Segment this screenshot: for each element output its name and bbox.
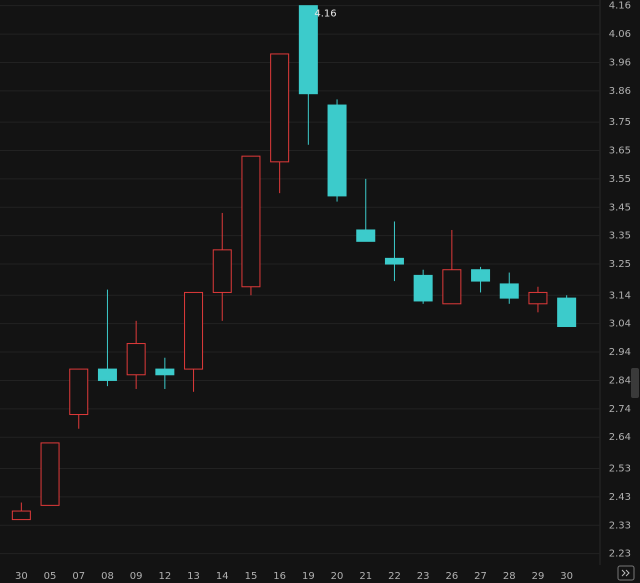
x-tick-label: 20 <box>331 571 344 582</box>
candle-body <box>69 368 89 416</box>
y-tick-label: 3.45 <box>609 202 631 213</box>
scroll-handle[interactable] <box>631 368 639 398</box>
x-tick-label: 13 <box>187 571 200 582</box>
x-tick-label: 29 <box>532 571 545 582</box>
y-tick-label: 3.55 <box>609 174 631 185</box>
y-tick-label: 3.75 <box>609 117 631 128</box>
y-tick-label: 3.35 <box>609 231 631 242</box>
x-tick-label: 09 <box>130 571 143 582</box>
y-tick-label: 3.04 <box>609 319 631 330</box>
candle-body <box>241 155 261 288</box>
candle-body <box>442 269 462 305</box>
x-tick-label: 19 <box>302 571 315 582</box>
y-tick-label: 3.86 <box>609 86 631 97</box>
y-tick-label: 3.14 <box>609 290 631 301</box>
candle-body <box>471 269 491 282</box>
candle-body <box>270 53 290 163</box>
x-tick-label: 21 <box>359 571 372 582</box>
candle-body <box>155 368 175 376</box>
x-tick-label: 05 <box>44 571 57 582</box>
candle-body <box>97 368 117 381</box>
y-tick-label: 2.64 <box>609 432 631 443</box>
x-tick-label: 27 <box>474 571 487 582</box>
y-tick-label: 4.06 <box>609 29 631 40</box>
y-tick-label: 2.53 <box>609 463 631 474</box>
candle-body <box>413 274 433 302</box>
x-tick-label: 28 <box>503 571 516 582</box>
annotation: 4.16 <box>314 9 336 20</box>
y-tick-label: 2.33 <box>609 520 631 531</box>
y-tick-label: 4.16 <box>609 1 631 12</box>
x-tick-label: 15 <box>245 571 258 582</box>
x-tick-label: 30 <box>15 571 28 582</box>
x-tick-label: 08 <box>101 571 114 582</box>
candle-body <box>212 249 232 293</box>
candle-body <box>184 291 204 370</box>
x-tick-label: 16 <box>273 571 286 582</box>
candle-body <box>384 257 404 265</box>
y-tick-label: 2.94 <box>609 347 631 358</box>
x-tick-label: 30 <box>560 571 573 582</box>
candle-body <box>11 510 31 521</box>
candle-body <box>528 291 548 305</box>
y-tick-label: 2.74 <box>609 404 631 415</box>
candle-body <box>327 104 347 197</box>
y-tick-label: 3.65 <box>609 145 631 156</box>
candle-body <box>356 229 376 242</box>
candle-body <box>126 343 146 376</box>
x-tick-label: 14 <box>216 571 229 582</box>
y-tick-label: 2.23 <box>609 549 631 560</box>
x-tick-label: 23 <box>417 571 430 582</box>
candle-body <box>298 5 318 95</box>
y-tick-label: 2.84 <box>609 375 631 386</box>
x-tick-label: 22 <box>388 571 401 582</box>
x-tick-label: 07 <box>72 571 85 582</box>
x-tick-label: 26 <box>445 571 458 582</box>
x-tick-label: 12 <box>158 571 171 582</box>
scroll-button[interactable] <box>617 565 635 581</box>
y-tick-label: 2.43 <box>609 492 631 503</box>
candle-body <box>499 283 519 299</box>
y-tick-label: 3.96 <box>609 57 631 68</box>
candle-body <box>557 297 577 328</box>
y-tick-label: 3.25 <box>609 259 631 270</box>
candle-body <box>40 442 60 506</box>
